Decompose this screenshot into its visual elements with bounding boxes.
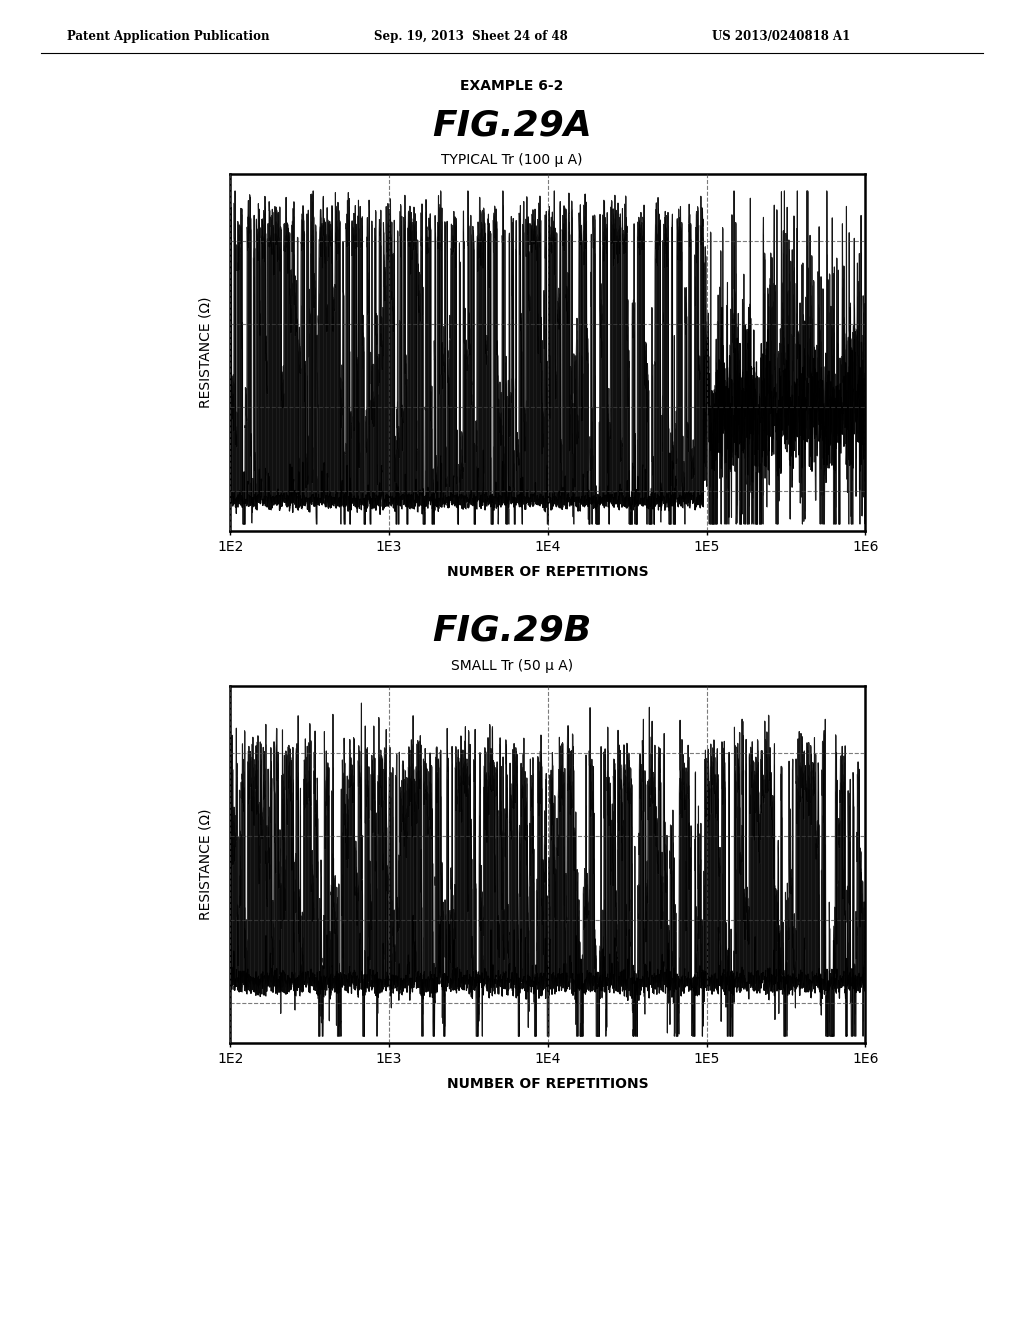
Text: SMALL Tr (50 μ A): SMALL Tr (50 μ A) xyxy=(451,659,573,673)
Y-axis label: RESISTANCE (Ω): RESISTANCE (Ω) xyxy=(199,809,212,920)
Y-axis label: RESISTANCE (Ω): RESISTANCE (Ω) xyxy=(199,297,212,408)
Text: FIG.29A: FIG.29A xyxy=(432,108,592,143)
Text: FIG.29B: FIG.29B xyxy=(432,614,592,648)
Text: EXAMPLE 6-2: EXAMPLE 6-2 xyxy=(461,79,563,94)
Text: TYPICAL Tr (100 μ A): TYPICAL Tr (100 μ A) xyxy=(441,153,583,168)
Text: Patent Application Publication: Patent Application Publication xyxy=(67,30,269,44)
X-axis label: NUMBER OF REPETITIONS: NUMBER OF REPETITIONS xyxy=(447,1077,648,1090)
X-axis label: NUMBER OF REPETITIONS: NUMBER OF REPETITIONS xyxy=(447,565,648,578)
Text: US 2013/0240818 A1: US 2013/0240818 A1 xyxy=(712,30,850,44)
Text: Sep. 19, 2013  Sheet 24 of 48: Sep. 19, 2013 Sheet 24 of 48 xyxy=(374,30,567,44)
